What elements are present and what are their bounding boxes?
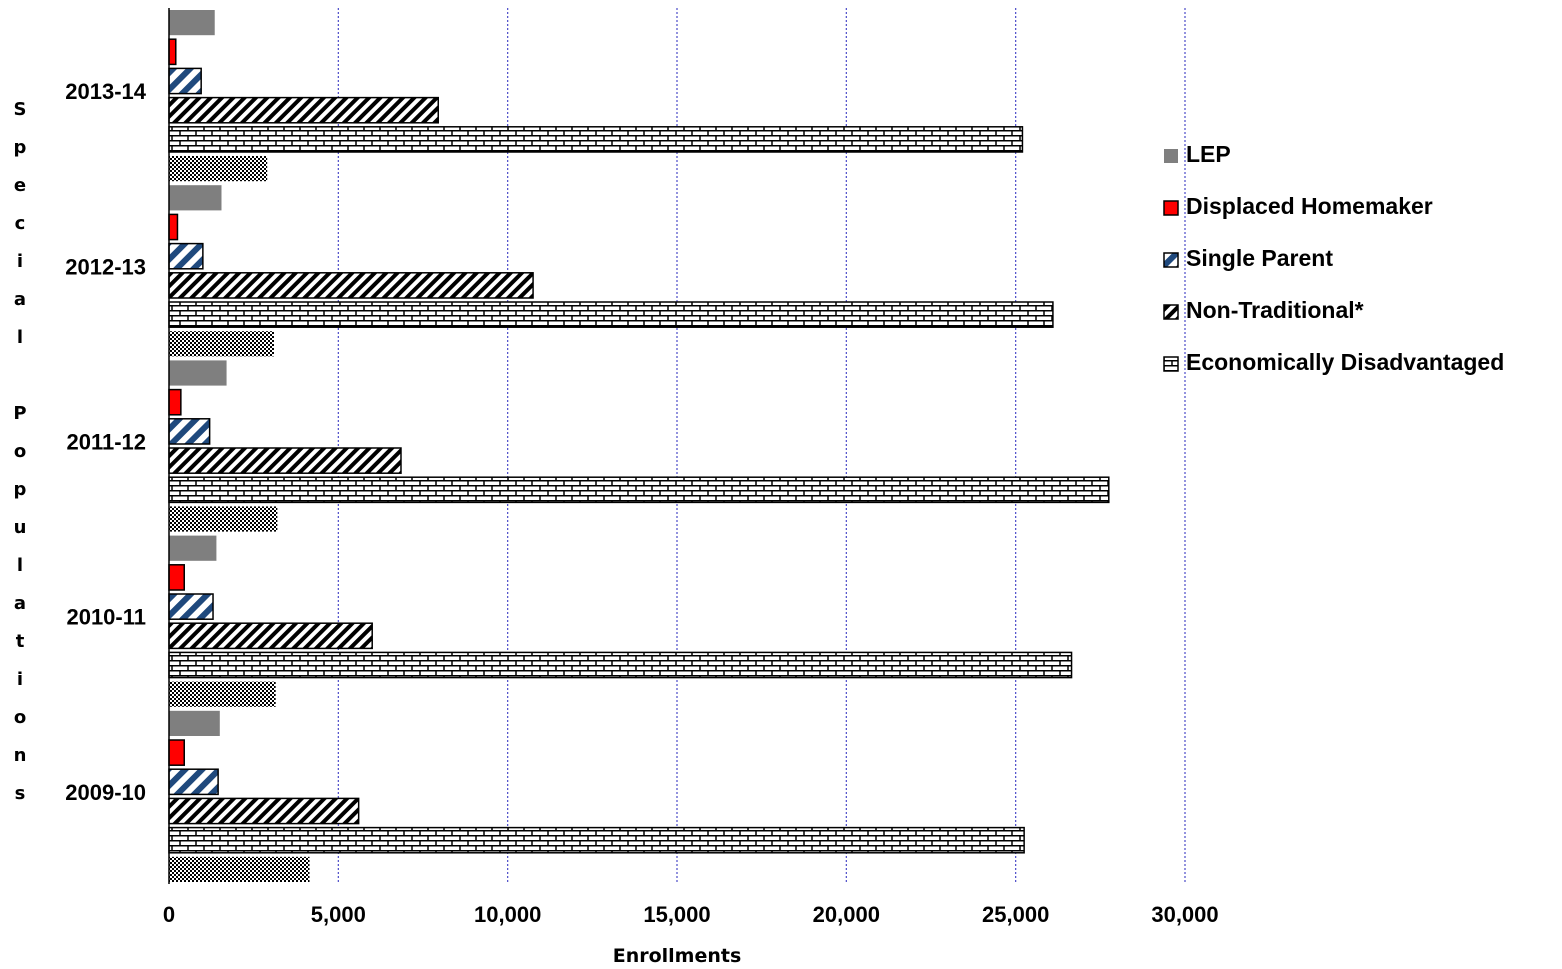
y-axis-title-letter: e: [14, 175, 26, 196]
y-axis-title-letter: o: [14, 441, 26, 462]
legend-swatch-lep: [1164, 149, 1178, 163]
bars: [168, 10, 1110, 882]
x-tick-labels: 0 5,000 10,000 15,000 20,000 25,000 30,000: [163, 902, 1219, 927]
bar-displaced-homemaker-2013-14: [168, 38, 177, 66]
bar-series-6-2013-14: [169, 156, 268, 182]
y-axis-title-letter: c: [15, 213, 26, 234]
bar-single-parent-2010-11: [168, 593, 214, 620]
bar-series-6-2012-13: [169, 331, 274, 357]
bar-lep-2013-14: [169, 10, 215, 36]
y-category-label: 2010-11: [66, 605, 146, 630]
legend: LEP Displaced Homemaker Single Parent Non-T…: [1163, 141, 1504, 375]
bar-non-traditional-2011-12: [168, 447, 402, 474]
bar-non-traditional-2013-14: [168, 96, 439, 124]
legend-label-lep: LEP: [1186, 141, 1231, 167]
y-axis-title-letter: l: [17, 327, 23, 348]
y-axis-title-letter: i: [17, 669, 23, 690]
legend-swatch-non-traditional: [1163, 304, 1179, 320]
y-category-label: 2009-10: [65, 780, 146, 805]
bar-lep-2010-11: [169, 535, 217, 561]
bar-non-traditional-2012-13: [168, 272, 534, 299]
bar-economically-disadvantaged-2010-11: [168, 651, 1073, 679]
legend-label-economically-disadvantaged: Economically Disadvantaged: [1186, 349, 1504, 375]
y-axis-title-letter: o: [14, 707, 26, 728]
legend-label-non-traditional: Non-Traditional*: [1186, 297, 1364, 323]
y-axis-title-letter: u: [14, 517, 27, 538]
bar-single-parent-2011-12: [168, 418, 211, 445]
bar-displaced-homemaker-2010-11: [168, 564, 185, 591]
y-axis-title-letter: a: [14, 289, 26, 310]
legend-swatch-single-parent: [1163, 252, 1179, 268]
y-category-labels: 2009-10 2010-11 2011-12 2012-13 2013-14: [65, 79, 147, 805]
bar-single-parent-2013-14: [168, 67, 202, 95]
bar-economically-disadvantaged-2009-10: [168, 826, 1025, 854]
y-category-label: 2012-13: [65, 254, 146, 279]
y-category-label: 2011-12: [66, 430, 146, 455]
x-tick-label: 25,000: [982, 902, 1049, 927]
x-tick-label: 30,000: [1151, 902, 1218, 927]
y-axis-title-letter: p: [14, 137, 27, 158]
x-axis-title: Enrollments: [613, 945, 742, 967]
y-axis-title-letter: p: [14, 479, 27, 500]
legend-label-single-parent: Single Parent: [1186, 245, 1333, 271]
x-tick-label: 20,000: [813, 902, 880, 927]
bar-series-6-2010-11: [169, 681, 276, 707]
bar-non-traditional-2009-10: [168, 797, 360, 825]
y-axis-title-letter: P: [13, 403, 26, 424]
legend-label-displaced-homemaker: Displaced Homemaker: [1186, 193, 1433, 219]
bar-lep-2011-12: [169, 360, 227, 386]
bar-single-parent-2009-10: [168, 768, 219, 796]
bar-economically-disadvantaged-2012-13: [168, 301, 1054, 328]
y-category-label: 2013-14: [65, 79, 147, 104]
legend-swatch-displaced-homemaker: [1163, 200, 1179, 216]
y-axis-title-letter: l: [17, 555, 23, 576]
bar-series-6-2011-12: [169, 506, 278, 532]
y-axis-title-letter: i: [17, 251, 23, 272]
bar-displaced-homemaker-2011-12: [168, 388, 182, 416]
bar-series-6-2009-10: [169, 856, 310, 882]
y-axis-title-letter: S: [14, 99, 27, 120]
bar-non-traditional-2010-11: [168, 622, 373, 650]
y-axis-title-letter: t: [16, 631, 25, 652]
bar-economically-disadvantaged-2011-12: [168, 476, 1110, 504]
x-tick-label: 0: [163, 902, 175, 927]
x-tick-label: 10,000: [474, 902, 541, 927]
y-axis-title-letter: s: [15, 783, 26, 804]
legend-swatch-economically-disadvantaged: [1163, 356, 1179, 372]
bar-single-parent-2012-13: [168, 242, 204, 270]
bar-lep-2012-13: [169, 185, 222, 211]
x-tick-label: 5,000: [311, 902, 366, 927]
bar-displaced-homemaker-2009-10: [168, 739, 185, 766]
y-axis-title-letter: a: [14, 593, 26, 614]
bar-lep-2009-10: [169, 710, 220, 736]
bar-economically-disadvantaged-2013-14: [168, 126, 1024, 153]
x-tick-label: 15,000: [643, 902, 710, 927]
y-axis-title-letter: n: [14, 745, 27, 766]
bar-displaced-homemaker-2012-13: [168, 213, 179, 241]
